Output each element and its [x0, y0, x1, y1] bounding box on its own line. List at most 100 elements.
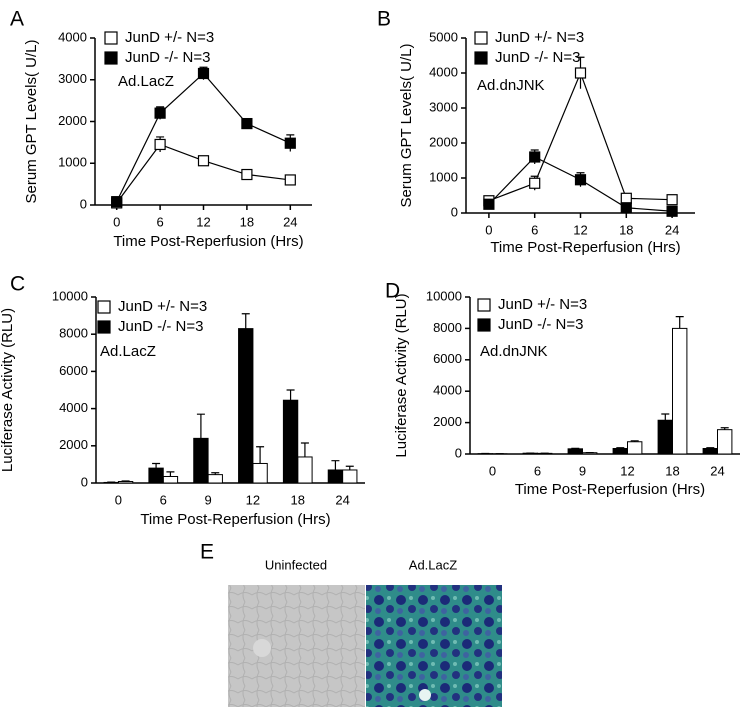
y-tick-label: 10000	[426, 288, 462, 303]
x-axis-label: Time Post-Reperfusion (Hrs)	[113, 233, 303, 250]
x-tick-label: 18	[619, 222, 633, 237]
bar	[582, 452, 598, 455]
x-tick-label: 0	[113, 214, 120, 229]
legend-swatch	[477, 298, 491, 312]
panel-label: E	[200, 541, 214, 564]
micrograph-detail	[419, 689, 431, 701]
legend-label: JunD +/- N=3	[125, 29, 214, 46]
bar	[702, 448, 718, 455]
x-tick-label: 18	[665, 463, 679, 478]
legend-label: JunD -/- N=3	[125, 49, 210, 66]
y-tick-label: 4000	[58, 29, 87, 44]
panel-label: D	[385, 280, 400, 303]
y-tick-label: 3000	[429, 99, 458, 114]
bar	[717, 429, 733, 455]
marker	[284, 174, 296, 186]
marker	[529, 151, 541, 163]
marker	[483, 198, 495, 210]
marker	[620, 192, 632, 204]
bar	[537, 452, 553, 455]
legend-label: JunD +/- N=3	[498, 296, 587, 313]
legend-label: JunD +/- N=3	[118, 298, 207, 315]
bar	[282, 399, 299, 484]
bar	[148, 467, 164, 484]
y-axis-label: Luciferase Activity (RLU)	[393, 293, 410, 457]
y-tick-label: 0	[80, 196, 87, 211]
y-tick-label: 2000	[58, 113, 87, 128]
y-tick-label: 4000	[433, 383, 462, 398]
bar	[327, 469, 344, 484]
marker	[574, 174, 587, 186]
legend-swatch	[97, 320, 111, 334]
bar	[627, 441, 643, 455]
x-tick-label: 0	[115, 492, 122, 507]
legend-label: JunD +/- N=3	[495, 29, 584, 46]
bar	[193, 437, 209, 484]
legend-label: JunD -/- N=3	[495, 49, 580, 66]
x-tick-label: 6	[156, 214, 163, 229]
marker	[529, 177, 541, 189]
marker	[620, 202, 632, 214]
legend-swatch	[104, 31, 118, 45]
x-tick-label: 18	[240, 214, 254, 229]
series-line	[116, 72, 291, 202]
panel-label: A	[10, 8, 24, 31]
x-axis-label: Time Post-Reperfusion (Hrs)	[140, 511, 330, 528]
micrograph	[228, 585, 365, 707]
image-caption: Ad.LacZ	[409, 557, 457, 572]
legend-swatch	[474, 31, 488, 45]
bar	[672, 327, 688, 455]
image-caption: Uninfected	[265, 557, 327, 572]
panel-label: B	[377, 8, 391, 31]
x-tick-label: 6	[534, 463, 541, 478]
x-tick-label: 12	[620, 463, 634, 478]
annotation: Ad.dnJNK	[480, 343, 548, 360]
bar	[207, 474, 223, 484]
y-tick-label: 2000	[59, 437, 88, 452]
x-tick-label: 9	[579, 463, 586, 478]
bar	[342, 469, 358, 484]
bar	[657, 419, 673, 455]
annotation: Ad.LacZ	[118, 73, 174, 90]
bar	[103, 481, 119, 484]
y-tick-label: 4000	[429, 64, 458, 79]
legend-swatch	[97, 300, 111, 314]
y-axis-label: Serum GPT Levels( U/L)	[398, 44, 415, 208]
x-tick-label: 12	[196, 214, 210, 229]
y-tick-label: 1000	[429, 169, 458, 184]
micrograph-detail	[253, 639, 271, 657]
y-tick-label: 8000	[433, 320, 462, 335]
micrograph	[366, 585, 502, 707]
x-tick-label: 18	[291, 492, 305, 507]
legend-swatch	[104, 51, 118, 65]
y-tick-label: 4000	[59, 400, 88, 415]
x-tick-label: 24	[710, 463, 724, 478]
panel-label: C	[10, 273, 25, 296]
marker	[154, 107, 166, 119]
annotation: Ad.LacZ	[100, 343, 156, 360]
x-tick-label: 9	[204, 492, 211, 507]
y-tick-label: 3000	[58, 71, 87, 86]
y-axis-label: Serum GPT Levels( U/L)	[23, 40, 40, 204]
x-tick-label: 6	[160, 492, 167, 507]
y-tick-label: 2000	[433, 414, 462, 429]
annotation: Ad.dnJNK	[477, 77, 545, 94]
bar	[297, 456, 313, 484]
marker	[197, 155, 210, 167]
y-axis-label: Luciferase Activity (RLU)	[0, 308, 16, 472]
y-tick-label: 1000	[58, 155, 87, 170]
bar	[567, 448, 583, 455]
y-tick-label: 5000	[429, 29, 458, 44]
series-line	[116, 143, 291, 204]
y-tick-label: 10000	[52, 288, 88, 303]
x-axis-label: Time Post-Reperfusion (Hrs)	[515, 481, 705, 498]
x-tick-label: 0	[489, 463, 496, 478]
bar	[522, 452, 538, 455]
legend-swatch	[474, 51, 488, 65]
legend-swatch	[477, 318, 491, 332]
x-tick-label: 12	[573, 222, 587, 237]
y-tick-label: 0	[81, 474, 88, 489]
x-tick-label: 12	[246, 492, 260, 507]
marker	[241, 168, 253, 181]
